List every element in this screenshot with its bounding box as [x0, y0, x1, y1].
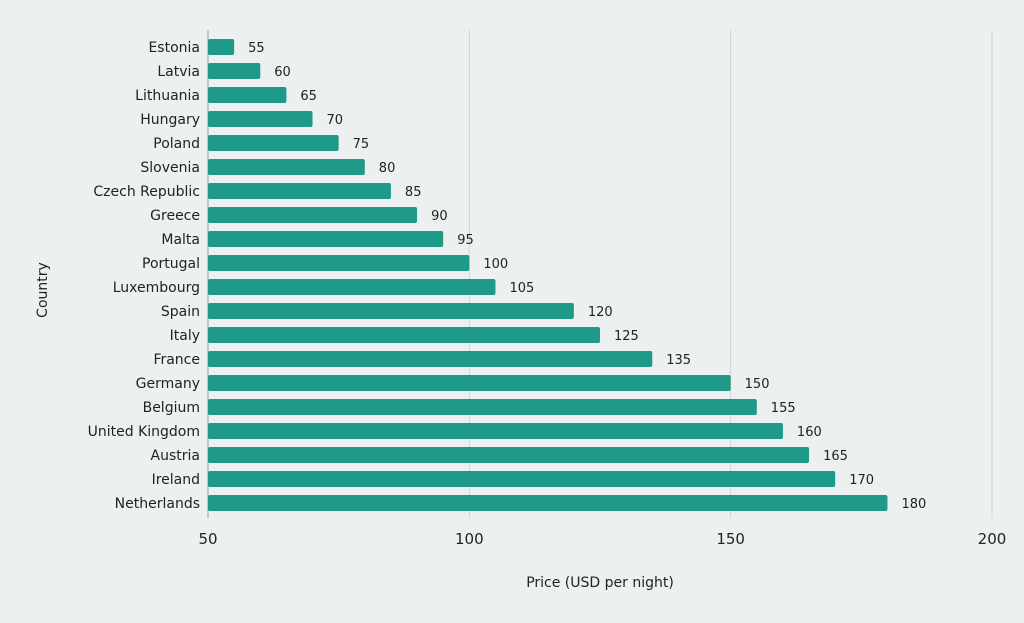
category-label: Estonia [148, 40, 200, 56]
data-label: 150 [745, 377, 770, 392]
bar [208, 375, 731, 391]
bar [208, 255, 470, 271]
category-label: Netherlands [115, 496, 200, 512]
data-label: 155 [771, 401, 796, 416]
x-tick-labels: 50 100 150 200 [198, 530, 1006, 548]
bar [208, 399, 757, 415]
bar [208, 87, 287, 103]
bar [208, 63, 261, 79]
category-label: Hungary [140, 112, 200, 128]
bar [208, 471, 836, 487]
bar [208, 495, 888, 511]
category-label: Italy [170, 328, 200, 344]
data-label: 170 [849, 473, 874, 488]
bars [208, 39, 888, 511]
gridlines [207, 30, 993, 518]
data-label: 100 [483, 257, 508, 272]
bar [208, 447, 810, 463]
data-label: 65 [300, 89, 317, 104]
category-label: France [153, 352, 200, 368]
category-label: Luxembourg [113, 280, 200, 296]
bar [208, 183, 391, 199]
bar [208, 279, 496, 295]
data-label: 90 [431, 209, 448, 224]
data-label: 135 [666, 353, 691, 368]
data-label: 70 [327, 113, 344, 128]
x-tick-label: 150 [716, 530, 745, 548]
data-label: 160 [797, 425, 822, 440]
x-tick-label: 100 [455, 530, 484, 548]
category-label: Latvia [157, 64, 200, 80]
category-labels: 55 Estonia 60 Latvia 65 Lithuania 70 Hungary 75 P… [88, 40, 927, 512]
data-label: 125 [614, 329, 639, 344]
data-label: 85 [405, 185, 422, 200]
y-axis-label: Country [35, 262, 51, 318]
category-label: Lithuania [135, 88, 200, 104]
category-label: Germany [136, 376, 200, 392]
x-tick-label: 200 [978, 530, 1007, 548]
data-label: 80 [379, 161, 396, 176]
category-label: Czech Republic [93, 184, 200, 200]
bar [208, 231, 444, 247]
category-label: Portugal [142, 256, 200, 272]
data-label: 60 [274, 65, 291, 80]
data-label: 180 [901, 497, 926, 512]
bar [208, 351, 653, 367]
bar [208, 111, 313, 127]
category-label: Poland [153, 136, 200, 152]
data-label: 55 [248, 41, 265, 56]
bar [208, 39, 235, 55]
x-tick-label: 50 [198, 530, 217, 548]
bar [208, 159, 365, 175]
bar [208, 327, 600, 343]
data-label: 120 [588, 305, 613, 320]
data-label: 165 [823, 449, 848, 464]
category-label: United Kingdom [88, 424, 200, 440]
data-label: 105 [509, 281, 534, 296]
category-label: Austria [151, 448, 200, 464]
category-label: Malta [161, 232, 200, 248]
category-label: Slovenia [140, 160, 200, 176]
bar [208, 135, 339, 151]
bar [208, 423, 783, 439]
category-label: Ireland [152, 472, 200, 488]
category-label: Spain [161, 304, 200, 320]
bar [208, 303, 574, 319]
category-label: Greece [150, 208, 200, 224]
data-label: 75 [353, 137, 370, 152]
data-label: 95 [457, 233, 474, 248]
bar [208, 207, 418, 223]
category-label: Belgium [143, 400, 200, 416]
x-axis-label: Price (USD per night) [526, 575, 674, 591]
